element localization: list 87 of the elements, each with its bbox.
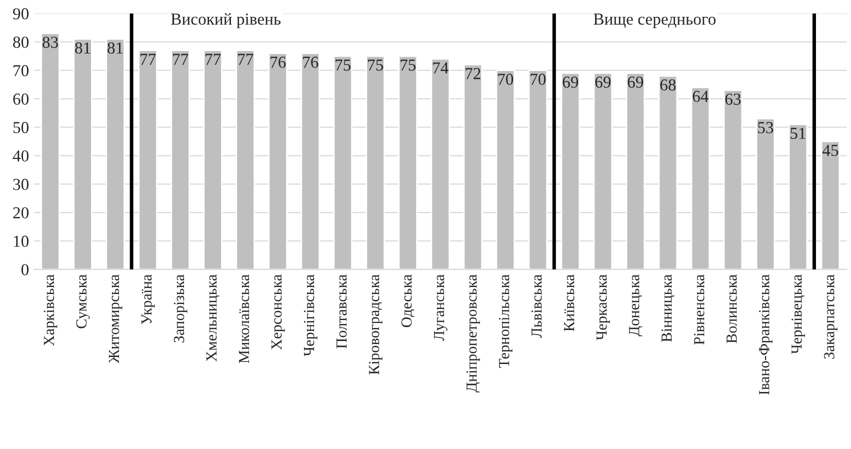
- x-tick-label: Сумська: [76, 274, 90, 328]
- bar: [40, 32, 60, 270]
- x-tick-label: Одеська: [401, 274, 415, 328]
- bar: [138, 50, 158, 270]
- y-tick-label: 70: [14, 65, 29, 76]
- x-tick-label: Хмельницька: [206, 274, 220, 362]
- x-tick-label: Харківська: [44, 274, 58, 346]
- bar: [723, 90, 743, 270]
- x-tick-label: Полтавська: [336, 274, 347, 348]
- x-tick-label: Луганська: [434, 274, 448, 341]
- bar: [300, 52, 320, 270]
- data-label: 53: [758, 122, 774, 134]
- bar: [528, 70, 548, 270]
- bar: [658, 75, 678, 270]
- data-label: 75: [336, 60, 351, 71]
- x-tick-label: Чернігівська: [304, 274, 318, 356]
- x-tick-label: Тернопільська: [498, 274, 512, 368]
- bar: [366, 55, 386, 270]
- x-tick-label: Рівненська: [694, 274, 704, 345]
- data-label: 81: [108, 42, 123, 54]
- bar: [560, 72, 580, 270]
- bar: [756, 118, 776, 270]
- x-tick-label: Закарпатська: [824, 274, 838, 359]
- y-tick-label: 60: [13, 93, 29, 105]
- y-tick-label: 40: [12, 150, 29, 162]
- y-tick-label: 30: [13, 178, 29, 190]
- bar: [73, 38, 92, 270]
- data-label: 45: [822, 144, 838, 156]
- data-label: 81: [75, 42, 90, 54]
- data-label: 76: [270, 56, 286, 68]
- annotation: Високий рівень: [171, 13, 281, 28]
- x-tick-label: Україна: [141, 274, 155, 324]
- data-label: 69: [595, 76, 611, 88]
- data-label: 63: [725, 94, 741, 105]
- data-label: 75: [368, 60, 384, 71]
- bar: [268, 52, 288, 270]
- data-label: 77: [206, 54, 221, 65]
- bar: [430, 58, 450, 270]
- x-tick-label: Житомирська: [108, 274, 122, 364]
- x-tick-label: Львівська: [531, 274, 542, 338]
- x-tick-label: Кіровоградська: [368, 274, 382, 374]
- data-label: 83: [42, 36, 58, 48]
- data-label: 77: [140, 54, 156, 65]
- bar: [236, 50, 255, 270]
- bar: [106, 38, 125, 270]
- data-label: 74: [433, 62, 448, 74]
- y-tick-label: 0: [21, 264, 29, 276]
- x-tick-label: Дніпропетровська: [466, 274, 480, 392]
- bar: [463, 64, 483, 270]
- data-label: 72: [466, 68, 480, 80]
- x-tick-label: Херсонська: [272, 274, 285, 350]
- x-tick-label: Волинська: [726, 274, 737, 344]
- data-label: 51: [790, 128, 806, 139]
- x-tick-label: Запорізька: [174, 274, 188, 342]
- bar: [203, 50, 222, 270]
- bar: [788, 124, 808, 270]
- data-label: 77: [238, 54, 254, 65]
- data-label: 69: [562, 76, 578, 88]
- bar: [333, 55, 353, 270]
- bar: [170, 50, 190, 270]
- data-label: 76: [303, 56, 318, 68]
- data-label: 64: [692, 90, 709, 102]
- x-tick-label: Вінницька: [662, 274, 675, 342]
- bar: [398, 55, 418, 270]
- y-tick-label: 20: [13, 207, 29, 218]
- x-tick-label: Івано-Франківська: [759, 274, 772, 395]
- x-tick-label: Миколаївська: [239, 274, 250, 364]
- x-tick-label: Черкаська: [596, 274, 610, 340]
- data-label: 75: [400, 60, 416, 71]
- data-label: 68: [660, 79, 676, 91]
- bar: [626, 72, 646, 270]
- bar: [593, 72, 613, 270]
- data-label: 70: [498, 74, 514, 85]
- data-label: 70: [530, 74, 546, 85]
- bar: [690, 86, 710, 270]
- y-tick-label: 80: [13, 36, 29, 48]
- x-tick-label: Чернівецька: [792, 274, 805, 354]
- x-tick-label: Донецька: [629, 274, 642, 336]
- data-label: 69: [628, 76, 644, 88]
- y-tick-label: 50: [13, 122, 29, 134]
- annotation: Вище середнього: [594, 14, 716, 28]
- x-tick-label: Київська: [564, 274, 574, 332]
- data-label: 77: [173, 54, 188, 65]
- bar: [820, 140, 840, 270]
- bar: [496, 70, 516, 270]
- y-tick-label: 90: [13, 8, 29, 20]
- y-tick-label: 10: [14, 236, 29, 247]
